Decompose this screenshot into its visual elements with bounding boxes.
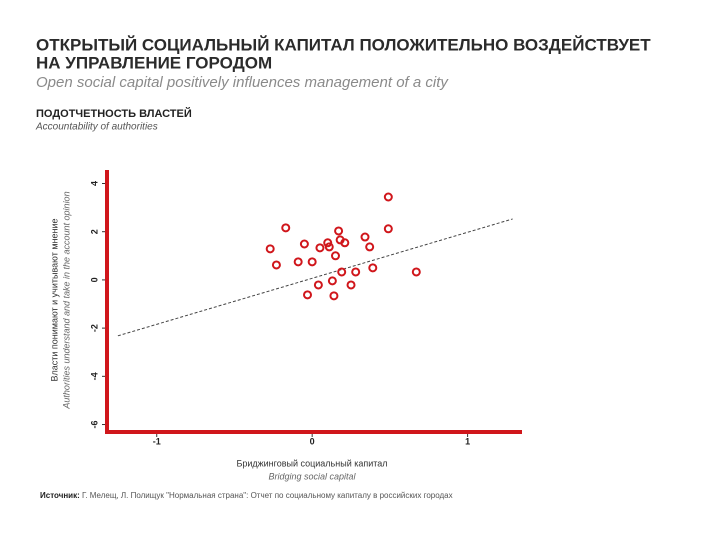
y-axis-label-en: Authorities understand and take in the a… (61, 191, 71, 409)
point (365, 242, 375, 252)
point (327, 276, 337, 286)
point (324, 242, 334, 252)
y-tick-label: -4 (89, 372, 99, 380)
point (313, 280, 323, 290)
point (334, 226, 344, 236)
point (315, 243, 325, 253)
point (329, 291, 339, 301)
title-line-1: ОТКРЫТЫЙ СОЦИАЛЬНЫЙ КАПИТАЛ ПОЛОЖИТЕЛЬНО… (36, 35, 651, 54)
trend-line (117, 218, 513, 337)
subtitle: Open social capital positively influence… (36, 74, 449, 91)
y-tick-label: 2 (89, 229, 99, 234)
chart-subtitle: Accountability of authorities (35, 122, 158, 133)
point (360, 232, 370, 242)
point (351, 267, 361, 277)
y-tick-label: 4 (89, 181, 99, 186)
point (293, 257, 303, 267)
point (265, 244, 275, 254)
point (281, 223, 291, 233)
x-tick-label: -1 (153, 436, 161, 446)
point (346, 280, 356, 290)
point (337, 267, 347, 277)
point (271, 260, 281, 270)
point (303, 290, 313, 300)
point (383, 224, 393, 234)
source-text: Г. Мелещ, Л. Полищук "Нормальная страна"… (82, 491, 453, 500)
x-axis-label: Бриджинговый социальный капитал (236, 458, 387, 468)
point (340, 238, 350, 248)
point (307, 257, 317, 267)
point (383, 192, 393, 202)
point (368, 263, 378, 273)
point (330, 251, 340, 261)
title-line-2: НА УПРАВЛЕНИЕ ГОРОДОМ (36, 53, 272, 72)
source-label: Источник: (40, 491, 80, 500)
x-tick-label: 1 (465, 436, 470, 446)
y-tick-label: 0 (89, 277, 99, 282)
point (323, 238, 333, 248)
point (299, 239, 309, 249)
y-tick-label: -2 (89, 324, 99, 332)
y-axis-label: Власти понимают и учитывают мнение (49, 218, 59, 381)
chart-title: ПОДОТЧЕТНОСТЬ ВЛАСТЕЙ (36, 107, 192, 120)
y-tick-label: -6 (89, 421, 99, 429)
point (411, 267, 421, 277)
source: Источник: Г. Мелещ, Л. Полищук "Нормальн… (40, 491, 453, 500)
x-tick-label: 0 (310, 436, 315, 446)
x-axis-label-en: Bridging social capital (268, 471, 356, 481)
